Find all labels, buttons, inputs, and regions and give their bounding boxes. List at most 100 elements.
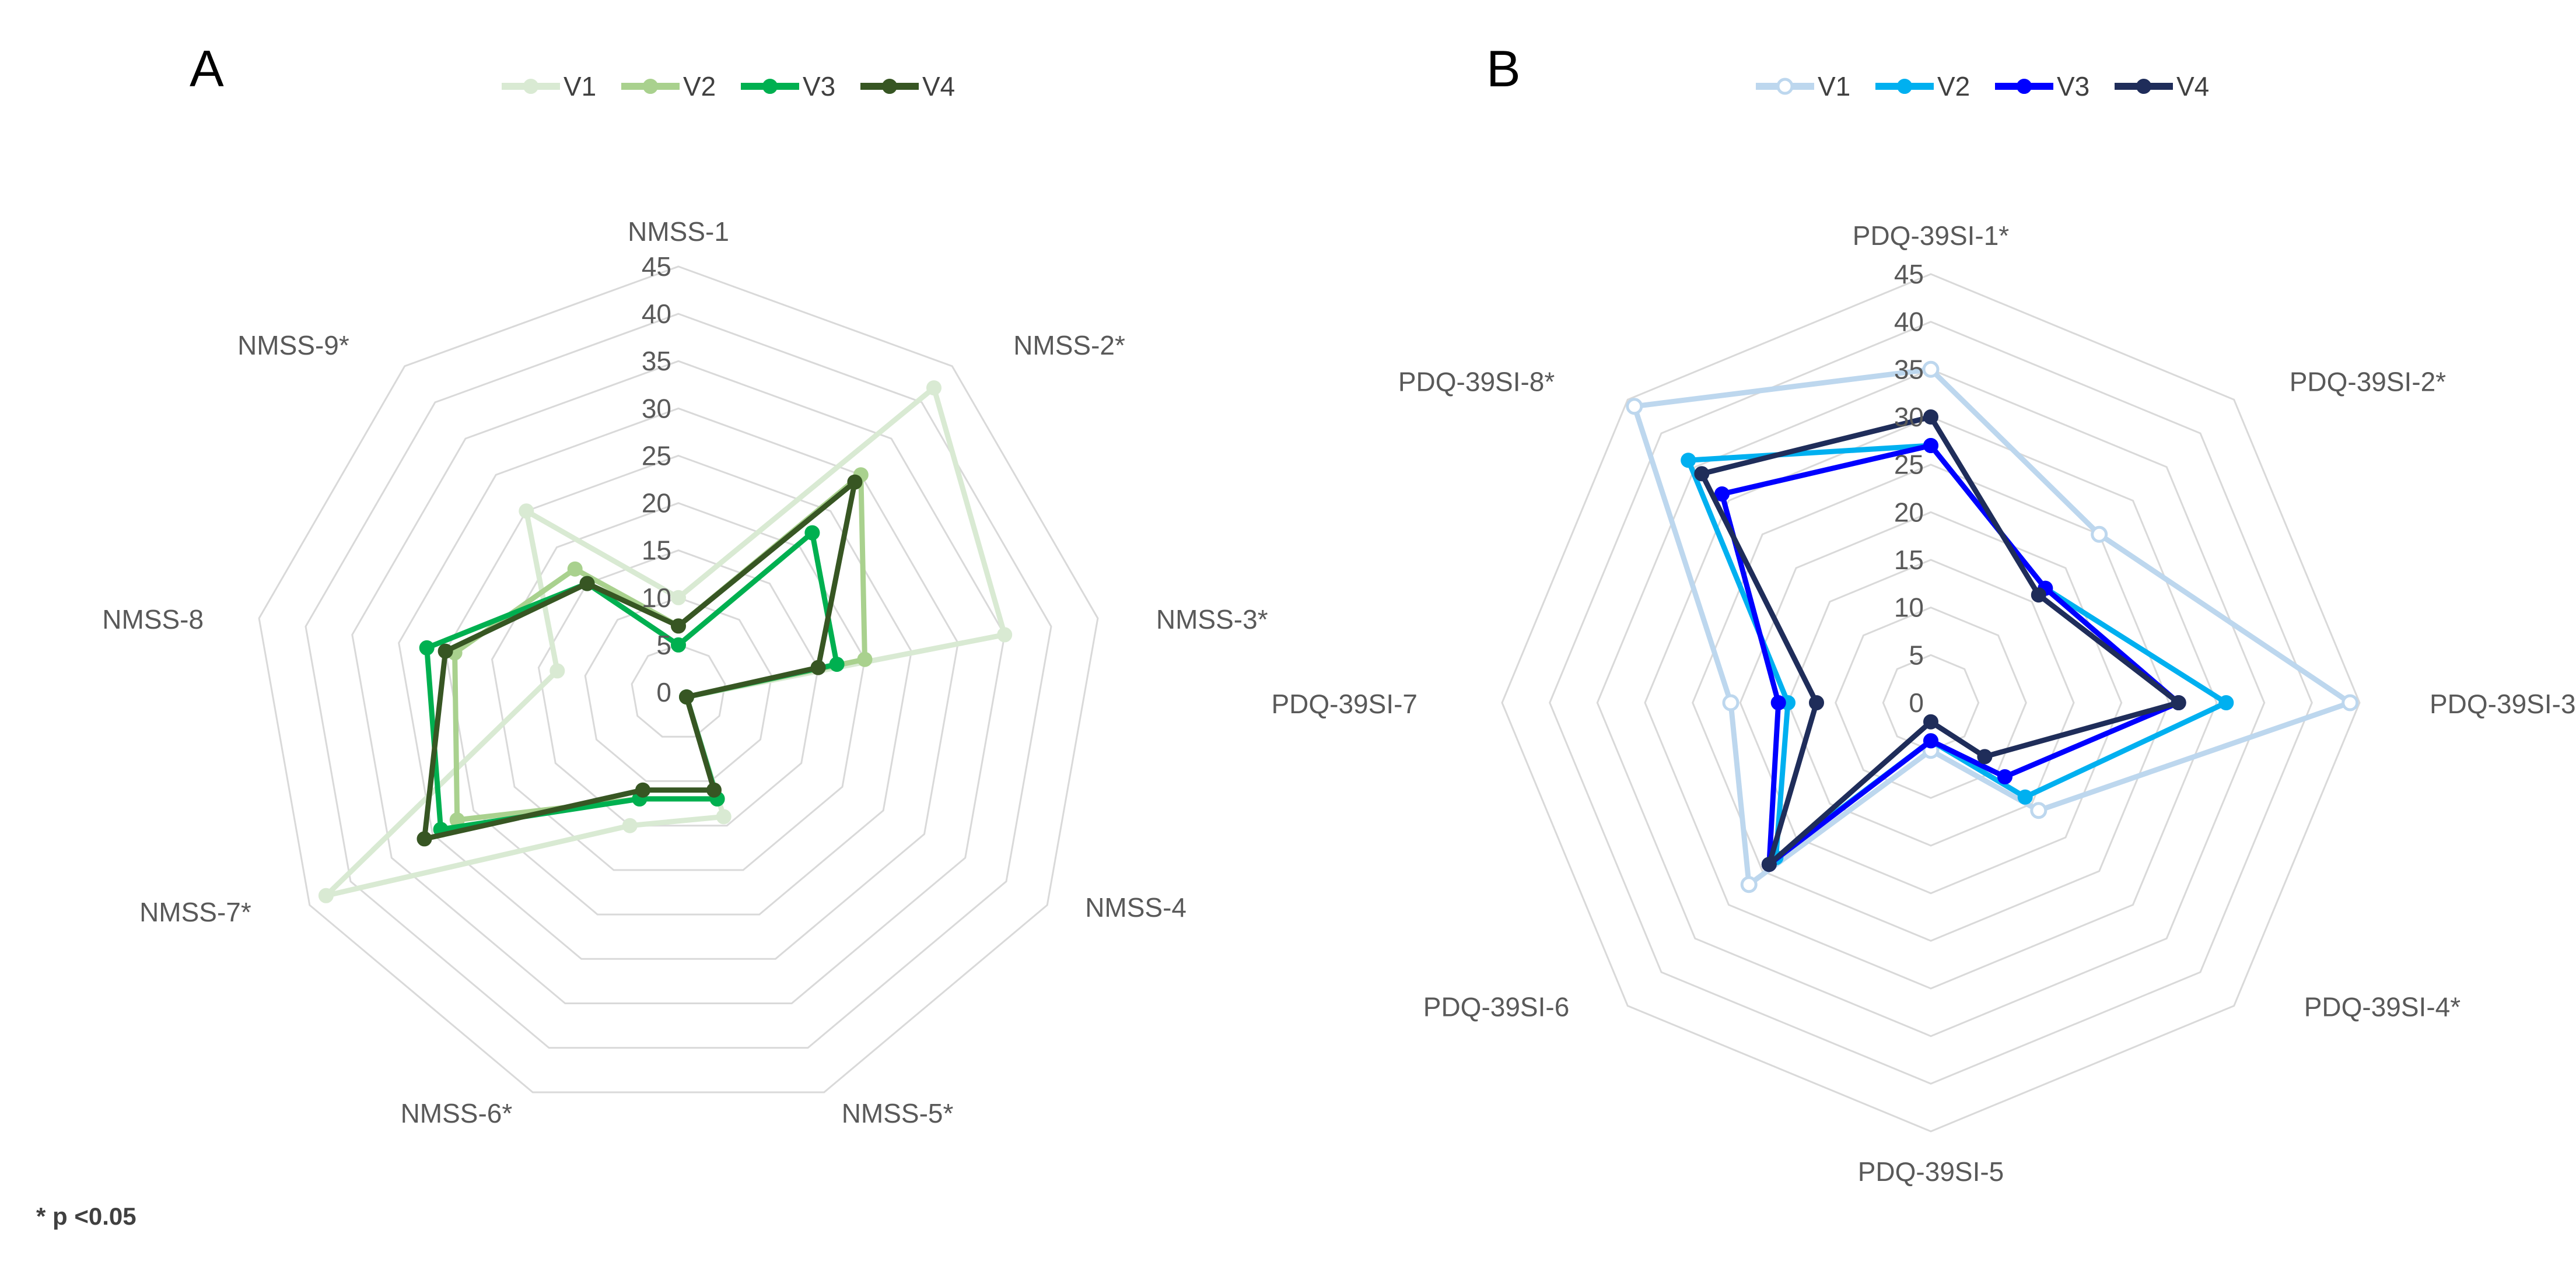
data-point (1626, 398, 1643, 415)
series-b (1626, 360, 2359, 893)
data-point (1809, 695, 1824, 710)
data-point (804, 525, 820, 541)
tick-label: 25 (642, 440, 671, 471)
data-point (2171, 695, 2186, 710)
data-point (1923, 714, 1938, 730)
axis-labels-a: NMSS-1 NMSS-2* NMSS-3* NMSS-4 NMSS-5* NMSS-6*… (102, 216, 1268, 1128)
axis-label: NMSS-1 (628, 216, 729, 247)
data-point (1770, 695, 1786, 710)
data-point (567, 561, 583, 577)
data-point (706, 782, 722, 798)
tick-label: 45 (642, 251, 671, 282)
legend-label: V2 (683, 71, 716, 101)
data-point (1923, 438, 1938, 453)
data-point (416, 831, 432, 847)
data-point (1977, 749, 1993, 765)
series-line (422, 479, 858, 842)
data-point (550, 663, 565, 679)
tick-label: 30 (642, 393, 671, 423)
data-point (1740, 876, 1758, 893)
axis-label: NMSS-7* (139, 897, 251, 927)
data-point (622, 818, 638, 833)
data-point (810, 660, 826, 675)
radar-chart-b: B V1 V2 V3 V4 PDQ-39SI-1*PDQ-39SI-2*PDQ-39S… (1271, 40, 2576, 1187)
data-point (519, 503, 534, 519)
data-point (829, 657, 845, 672)
legend-label: V3 (2057, 71, 2090, 101)
axis-labels-b: PDQ-39SI-1* PDQ-39SI-2* PDQ-39SI-3* PDQ-39S… (1271, 220, 2576, 1187)
axis-label: PDQ-39SI-7 (1271, 689, 1418, 719)
grid-ring (1501, 273, 2361, 1133)
data-point (579, 576, 595, 591)
panel-a-letter: A (190, 40, 224, 97)
grid-ring (584, 597, 773, 782)
tick-label: 20 (642, 488, 671, 518)
axis-label: NMSS-5* (842, 1098, 954, 1128)
data-point (1923, 733, 1938, 749)
tick-label: 0 (1909, 688, 1924, 718)
data-point (671, 637, 686, 653)
data-point (2017, 789, 2033, 805)
grid-ring (1835, 607, 2027, 799)
legend-marker (523, 79, 538, 94)
grid-ring (1644, 416, 2218, 990)
data-point (926, 380, 942, 396)
tick-label: 25 (1894, 450, 1924, 480)
data-point (1923, 409, 1938, 425)
legend-marker (1776, 78, 1794, 95)
series-line (1632, 366, 2353, 888)
axis-label: PDQ-39SI-4* (2304, 992, 2461, 1022)
axis-label: PDQ-39SI-6 (1423, 992, 1570, 1022)
grid-b (1501, 273, 2361, 1133)
tick-label: 35 (642, 346, 671, 376)
legend-marker (762, 79, 778, 94)
series-line (1685, 443, 2229, 861)
tick-label: 10 (642, 583, 671, 613)
axis-label: PDQ-39SI-1* (1853, 220, 2010, 251)
grid-ring (631, 644, 726, 738)
data-point (847, 474, 863, 490)
legend-label: V1 (1818, 71, 1850, 101)
tick-label: 40 (642, 299, 671, 329)
grid-ring (444, 454, 912, 916)
axis-label: NMSS-6* (401, 1098, 513, 1128)
data-point (1722, 694, 1740, 711)
data-point (438, 643, 453, 659)
data-point (2031, 587, 2046, 603)
legend-a: V1 V2 V3 V4 (502, 71, 955, 101)
data-point (857, 651, 873, 667)
grid-ring (1549, 321, 2313, 1085)
data-point (2030, 802, 2048, 819)
axis-label: PDQ-39SI-3* (2430, 689, 2576, 719)
panel-b-letter: B (1486, 40, 1521, 97)
series-v4 (416, 474, 863, 847)
data-point (635, 782, 650, 798)
legend-marker (643, 79, 658, 94)
tick-label: 15 (1894, 545, 1924, 575)
data-point (2091, 525, 2108, 543)
data-point (671, 590, 686, 605)
grid-ring (351, 360, 1006, 1004)
axis-label: PDQ-39SI-8* (1398, 366, 1555, 397)
axis-label: PDQ-39SI-2* (2290, 366, 2446, 397)
data-point (2218, 695, 2234, 710)
tick-label: 30 (1894, 402, 1924, 432)
axis-label: NMSS-3* (1156, 604, 1268, 634)
data-point (671, 618, 686, 634)
tick-label: 40 (1894, 307, 1924, 337)
data-point (1681, 453, 1696, 468)
data-point (716, 809, 732, 825)
legend-marker (882, 79, 897, 94)
data-point (2342, 694, 2359, 711)
grid-ring (398, 407, 959, 960)
radar-chart-a: A V1 V2 V3 V4 NMSS-1NMSS-2*NMSS-3*NMSS-4NMS… (102, 40, 1268, 1128)
axis-label: PDQ-39SI-5 (1858, 1156, 2004, 1187)
legend-label: V4 (922, 71, 955, 101)
legend-b: V1 V2 V3 V4 (1756, 71, 2209, 101)
data-point (1694, 466, 1710, 482)
grid-ring (258, 265, 1099, 1093)
series-a (318, 380, 1013, 903)
footnote: * p <0.05 (36, 1203, 136, 1230)
tick-label: 10 (1894, 593, 1924, 623)
